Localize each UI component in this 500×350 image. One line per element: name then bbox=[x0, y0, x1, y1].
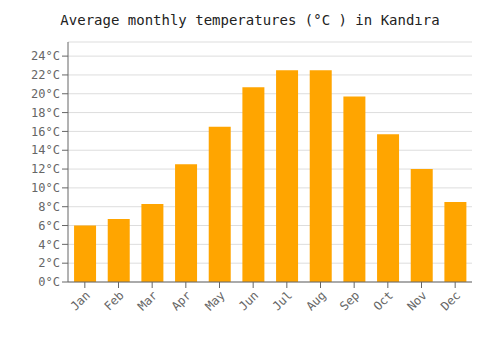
html-text:Average monthly temperatures (: Average monthly temperatures (°C ) in Ka… bbox=[60, 12, 440, 28]
svg-text:Sep: Sep bbox=[337, 288, 362, 313]
svg-text:18°C: 18°C bbox=[31, 106, 60, 120]
svg-text:May: May bbox=[202, 288, 227, 313]
svg-text:Mar: Mar bbox=[135, 288, 160, 313]
svg-text:Jul: Jul bbox=[270, 288, 295, 313]
svg-text:Apr: Apr bbox=[169, 288, 194, 313]
svg-text:24°C: 24°C bbox=[31, 49, 60, 63]
svg-text:4°C: 4°C bbox=[38, 238, 60, 252]
svg-text:0°C: 0°C bbox=[38, 275, 60, 289]
svg-text:22°C: 22°C bbox=[31, 68, 60, 82]
svg-text:16°C: 16°C bbox=[31, 125, 60, 139]
svg-text:6°C: 6°C bbox=[38, 219, 60, 233]
svg-text:Dec: Dec bbox=[438, 288, 463, 313]
svg-text:Feb: Feb bbox=[101, 288, 126, 313]
svg-text:20°C: 20°C bbox=[31, 87, 60, 101]
svg-text:Aug: Aug bbox=[303, 288, 328, 313]
svg-text:10°C: 10°C bbox=[31, 181, 60, 195]
svg-text:Oct: Oct bbox=[371, 288, 396, 313]
svg-text:Nov: Nov bbox=[404, 288, 429, 313]
svg-text:14°C: 14°C bbox=[31, 143, 60, 157]
svg-text:2°C: 2°C bbox=[38, 256, 60, 270]
svg-text:8°C: 8°C bbox=[38, 200, 60, 214]
svg-text:Jun: Jun bbox=[236, 288, 261, 313]
svg-text:Jan: Jan bbox=[68, 288, 93, 313]
svg-text:12°C: 12°C bbox=[31, 162, 60, 176]
